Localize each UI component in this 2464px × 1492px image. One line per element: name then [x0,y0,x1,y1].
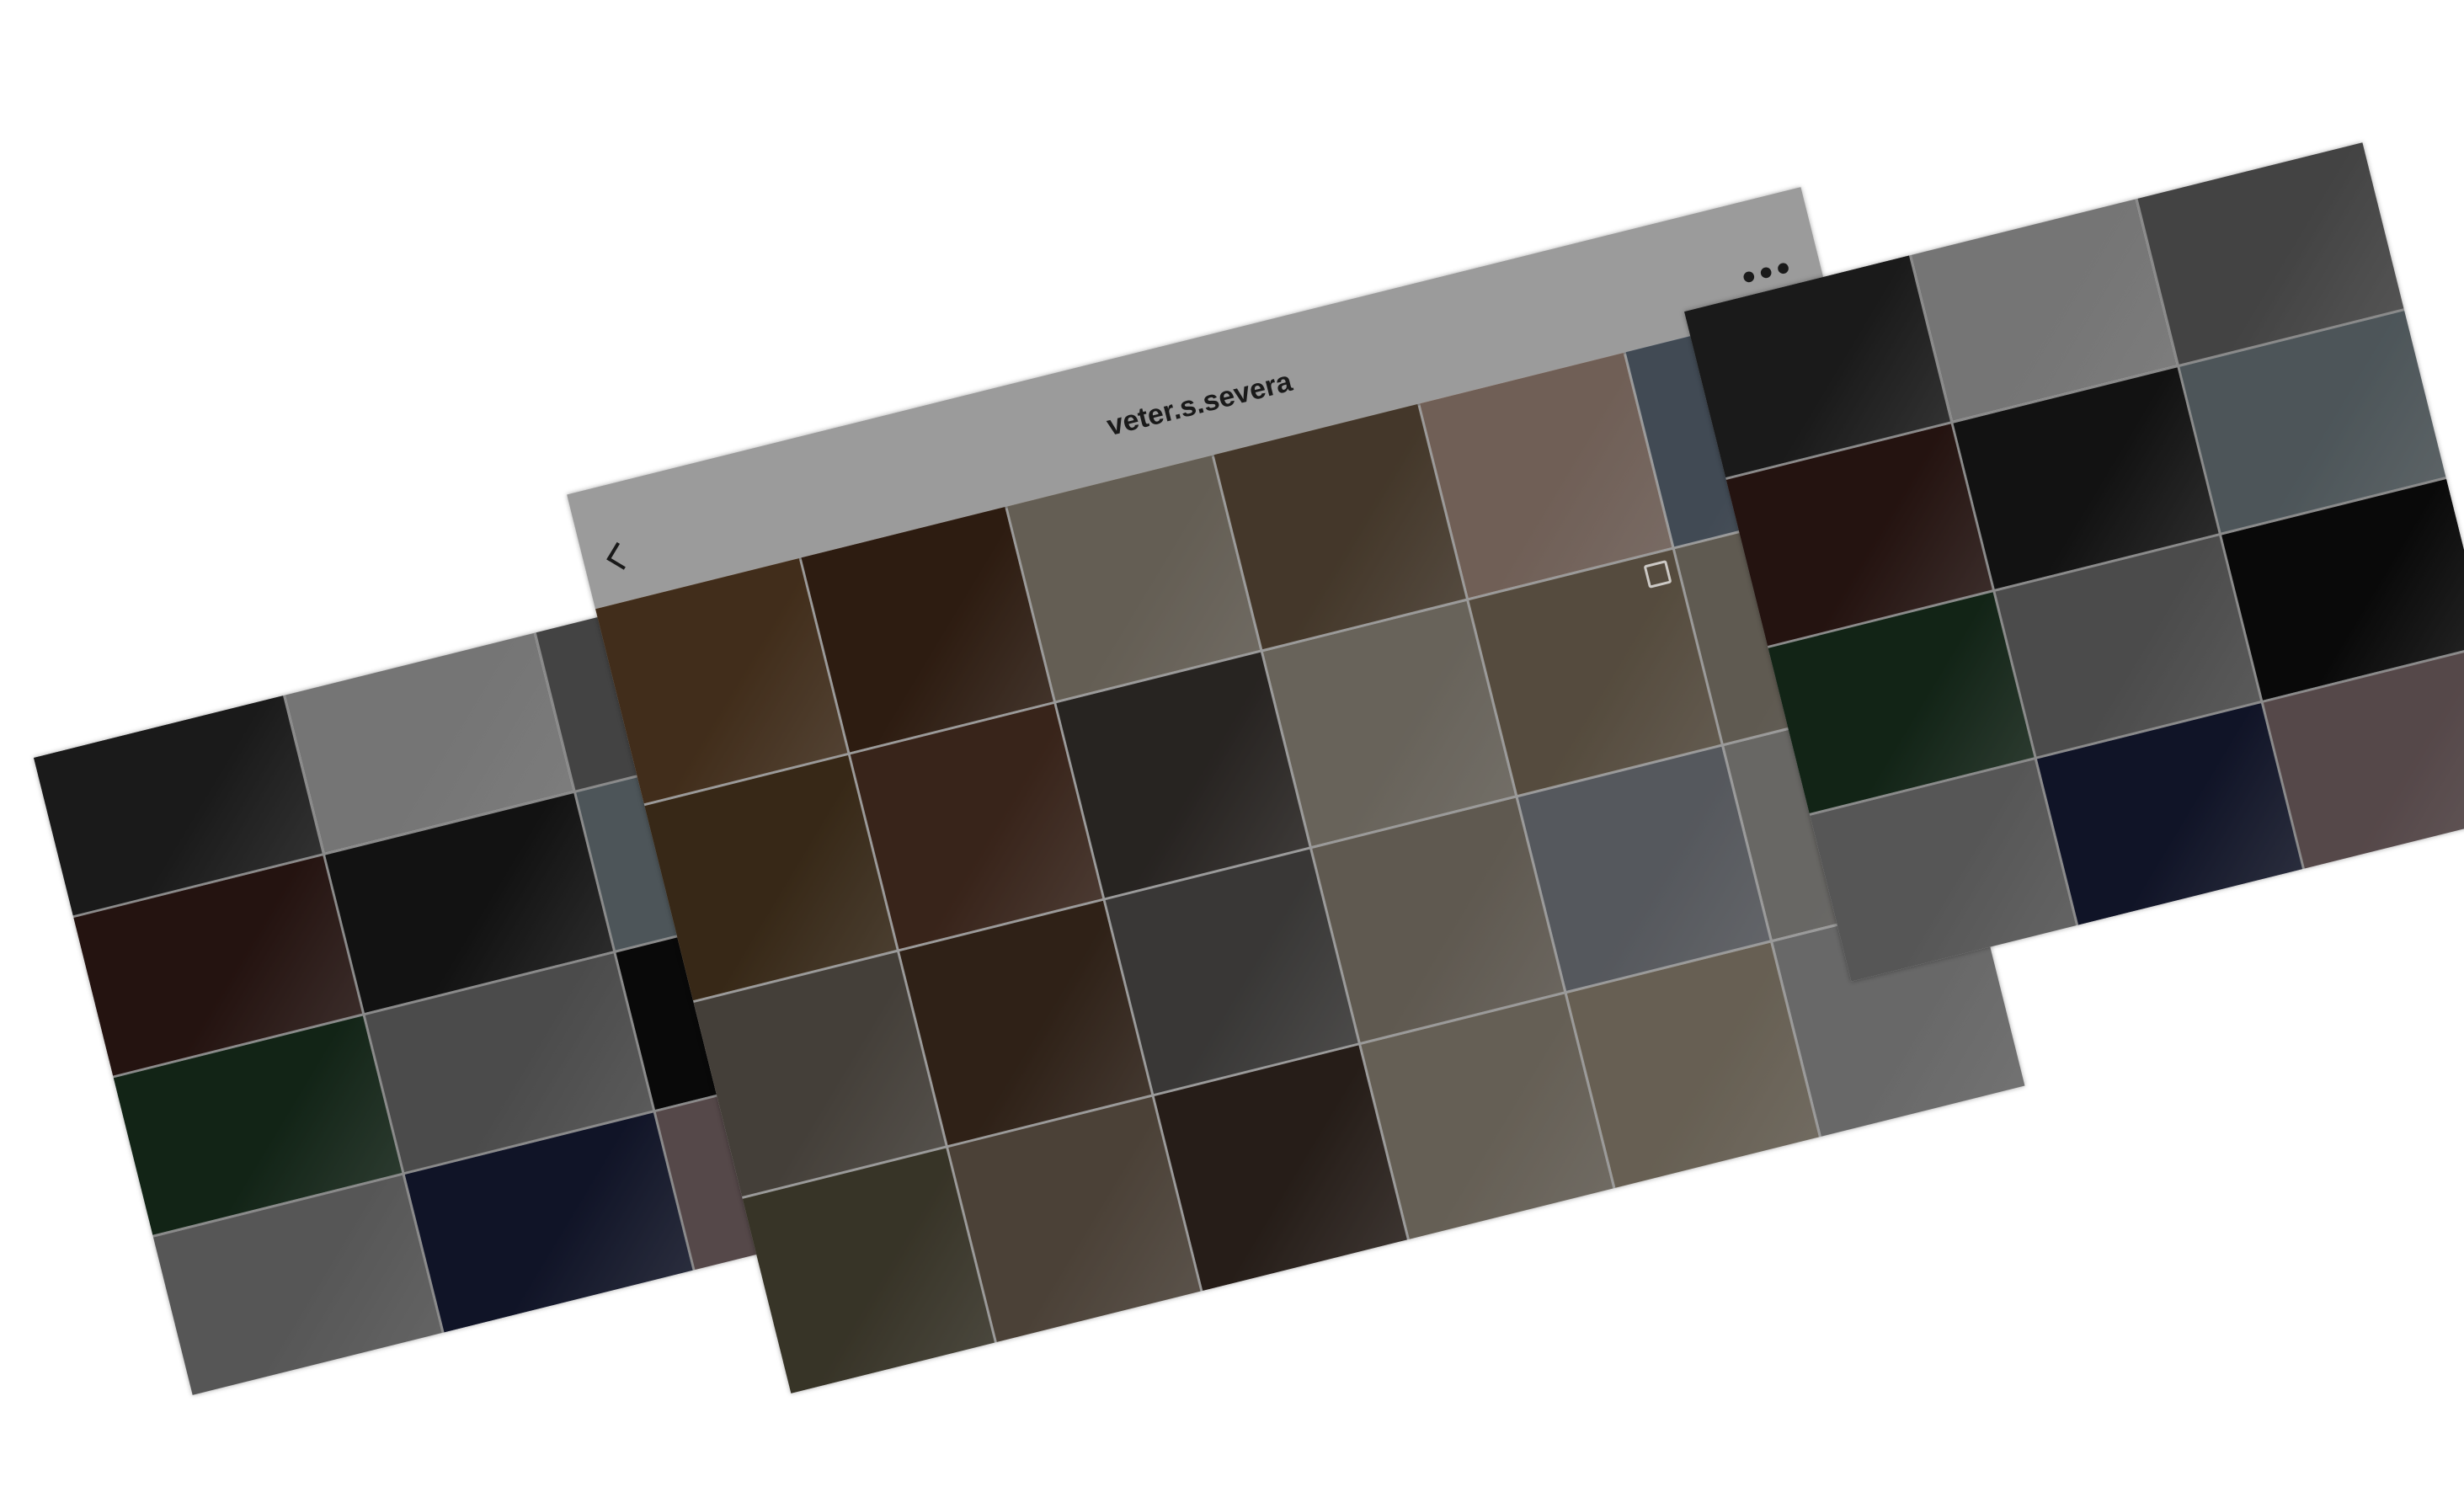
feed-collage-strip: veter.s.severa ••• [34,142,2464,1395]
multi-post-icon [1643,559,1672,589]
